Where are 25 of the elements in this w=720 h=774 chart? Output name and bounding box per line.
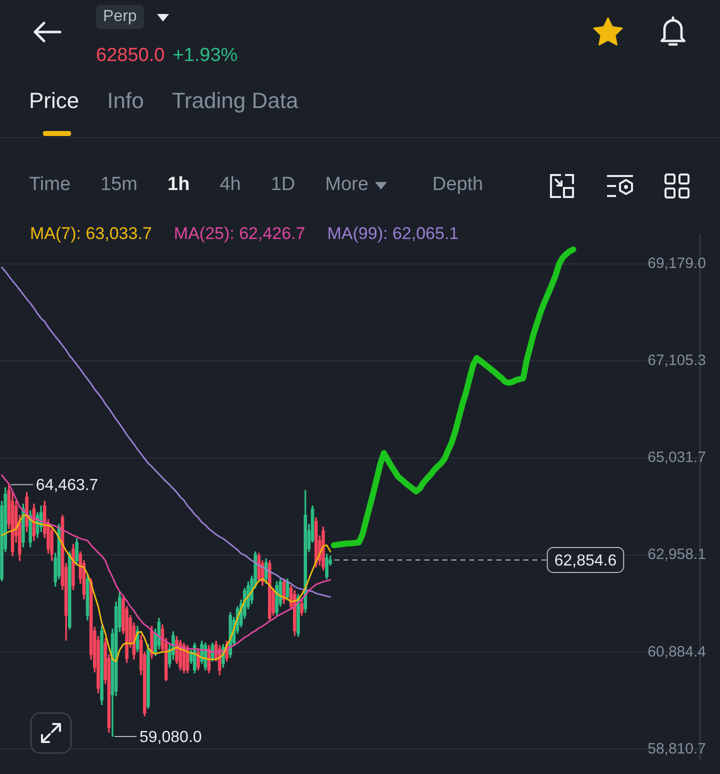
- y-tick-label: 60,884.4: [648, 643, 706, 660]
- text: Info: [107, 88, 144, 114]
- y-tick-label: 69,179.0: [648, 255, 706, 272]
- text: Trading Data: [172, 88, 298, 114]
- text: Depth: [432, 174, 484, 196]
- text: +1.93%: [172, 45, 238, 67]
- text: More: [325, 174, 370, 196]
- text: MA(25): 62,426.7: [174, 224, 306, 244]
- text: 62850.0: [96, 45, 165, 67]
- y-tick-label: 67,105.3: [648, 352, 706, 370]
- y-tick-label: 62,958.1: [648, 546, 706, 564]
- ref-line-label: 62,854.6: [554, 552, 617, 570]
- text: 15m: [100, 174, 138, 196]
- text: 4h: [220, 174, 241, 196]
- annotation: 64,463.7: [36, 477, 98, 494]
- text: MA(99): 62,065.1: [327, 224, 459, 244]
- text: MA(7): 63,033.7: [30, 224, 152, 244]
- annotation: 59,080.0: [140, 728, 202, 746]
- y-tick-label: 58,810.7: [648, 740, 706, 758]
- text: 1h: [168, 174, 190, 196]
- text: Perp: [96, 5, 144, 29]
- text: 1D: [270, 174, 296, 196]
- text: Time: [29, 174, 71, 196]
- text: Price: [29, 88, 80, 114]
- y-tick-label: 65,031.7: [648, 449, 706, 466]
